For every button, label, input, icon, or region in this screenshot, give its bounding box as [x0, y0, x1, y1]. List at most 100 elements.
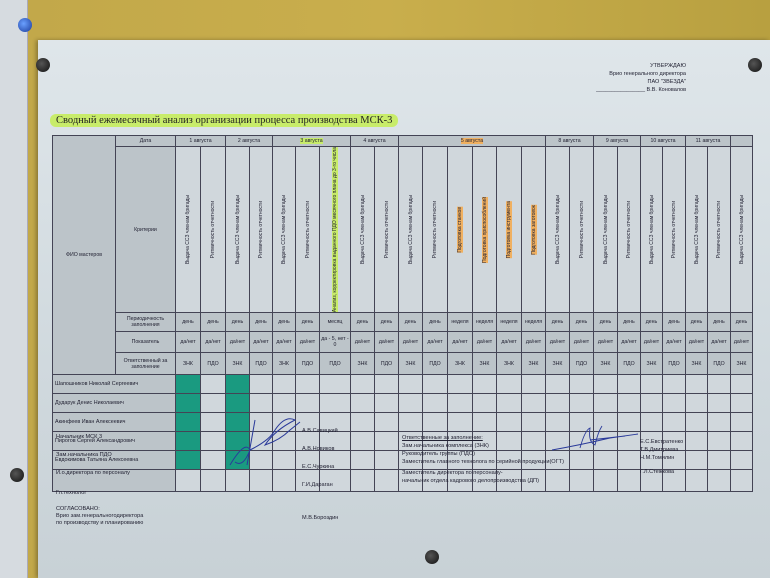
empty-cell[interactable] [640, 374, 663, 395]
empty-cell[interactable] [398, 412, 423, 433]
empty-cell[interactable] [472, 374, 497, 395]
empty-cell[interactable] [398, 393, 423, 414]
empty-cell[interactable] [374, 393, 399, 414]
empty-cell[interactable] [472, 412, 497, 433]
empty-cell[interactable] [350, 469, 375, 493]
empty-cell[interactable] [374, 450, 399, 471]
empty-cell[interactable] [350, 412, 375, 433]
empty-cell[interactable] [707, 393, 731, 414]
responsible-heading: Ответственные за заполнение: [402, 435, 483, 441]
empty-cell[interactable] [730, 450, 753, 471]
empty-cell[interactable] [685, 450, 708, 471]
empty-cell[interactable] [707, 412, 731, 433]
empty-cell[interactable] [350, 431, 375, 452]
filled-cell[interactable] [225, 374, 250, 395]
empty-cell[interactable] [707, 450, 731, 471]
empty-cell[interactable] [545, 374, 570, 395]
empty-cell[interactable] [730, 431, 753, 452]
empty-cell[interactable] [374, 374, 399, 395]
empty-cell[interactable] [200, 412, 226, 433]
empty-cell[interactable] [593, 374, 618, 395]
empty-cell[interactable] [521, 374, 546, 395]
empty-cell[interactable] [447, 393, 473, 414]
empty-cell[interactable] [422, 412, 448, 433]
empty-cell[interactable] [447, 374, 473, 395]
empty-cell[interactable] [295, 374, 320, 395]
empty-cell[interactable] [617, 393, 641, 414]
empty-cell[interactable] [685, 431, 708, 452]
empty-cell[interactable] [730, 412, 753, 433]
empty-cell[interactable] [640, 393, 663, 414]
empty-cell[interactable] [707, 431, 731, 452]
empty-cell[interactable] [569, 393, 594, 414]
filled-cell[interactable] [225, 393, 250, 414]
empty-cell[interactable] [662, 374, 686, 395]
empty-cell[interactable] [617, 469, 641, 493]
filled-cell[interactable] [175, 431, 201, 452]
empty-cell[interactable] [730, 393, 753, 414]
empty-cell[interactable] [617, 374, 641, 395]
empty-cell[interactable] [319, 374, 351, 395]
indicator-cell: да/нет [685, 331, 708, 354]
responsible-cell: ПДО [249, 352, 273, 376]
empty-cell[interactable] [640, 412, 663, 433]
empty-cell[interactable] [662, 412, 686, 433]
empty-cell[interactable] [569, 374, 594, 395]
empty-cell[interactable] [496, 374, 522, 395]
empty-cell[interactable] [200, 469, 226, 493]
empty-cell[interactable] [350, 374, 375, 395]
empty-cell[interactable] [685, 393, 708, 414]
filled-cell[interactable] [175, 393, 201, 414]
filled-cell[interactable] [175, 374, 201, 395]
empty-cell[interactable] [249, 469, 273, 493]
empty-cell[interactable] [521, 393, 546, 414]
responsible-cell: ЗНК [521, 352, 546, 376]
signatory-name: А.В.Савицкий [302, 428, 338, 434]
empty-cell[interactable] [350, 450, 375, 471]
responsible-cell: ЗНК [272, 352, 296, 376]
empty-cell[interactable] [685, 374, 708, 395]
filled-cell[interactable] [175, 412, 201, 433]
empty-cell[interactable] [662, 393, 686, 414]
empty-cell[interactable] [685, 412, 708, 433]
empty-cell[interactable] [374, 469, 399, 493]
empty-cell[interactable] [593, 469, 618, 493]
empty-cell[interactable] [374, 412, 399, 433]
empty-cell[interactable] [422, 374, 448, 395]
empty-cell[interactable] [319, 393, 351, 414]
empty-cell[interactable] [447, 412, 473, 433]
indicator-cell: да/нет [662, 331, 686, 354]
empty-cell[interactable] [200, 374, 226, 395]
criterion-header: Выдача СCЗ членам бригады [640, 145, 663, 314]
empty-cell[interactable] [350, 393, 375, 414]
filled-cell[interactable] [225, 450, 250, 471]
master-row: Шапошников Николай Сергеевич [52, 374, 753, 395]
empty-cell[interactable] [593, 393, 618, 414]
empty-cell[interactable] [730, 374, 753, 395]
master-name: Шапошников Николай Сергеевич [52, 374, 176, 395]
filled-cell[interactable] [175, 450, 201, 471]
empty-cell[interactable] [730, 469, 753, 493]
empty-cell[interactable] [472, 393, 497, 414]
empty-cell[interactable] [707, 374, 731, 395]
empty-cell[interactable] [545, 393, 570, 414]
empty-cell[interactable] [496, 393, 522, 414]
empty-cell[interactable] [272, 374, 296, 395]
empty-cell[interactable] [200, 431, 226, 452]
empty-cell[interactable] [175, 469, 201, 493]
empty-cell[interactable] [496, 412, 522, 433]
empty-cell[interactable] [685, 469, 708, 493]
empty-cell[interactable] [521, 412, 546, 433]
filled-cell[interactable] [225, 412, 250, 433]
empty-cell[interactable] [200, 450, 226, 471]
empty-cell[interactable] [707, 469, 731, 493]
empty-cell[interactable] [422, 393, 448, 414]
empty-cell[interactable] [398, 374, 423, 395]
empty-cell[interactable] [569, 469, 594, 493]
empty-cell[interactable] [225, 469, 250, 493]
empty-cell[interactable] [200, 393, 226, 414]
empty-cell[interactable] [272, 469, 296, 493]
empty-cell[interactable] [374, 431, 399, 452]
empty-cell[interactable] [249, 374, 273, 395]
filled-cell[interactable] [225, 431, 250, 452]
